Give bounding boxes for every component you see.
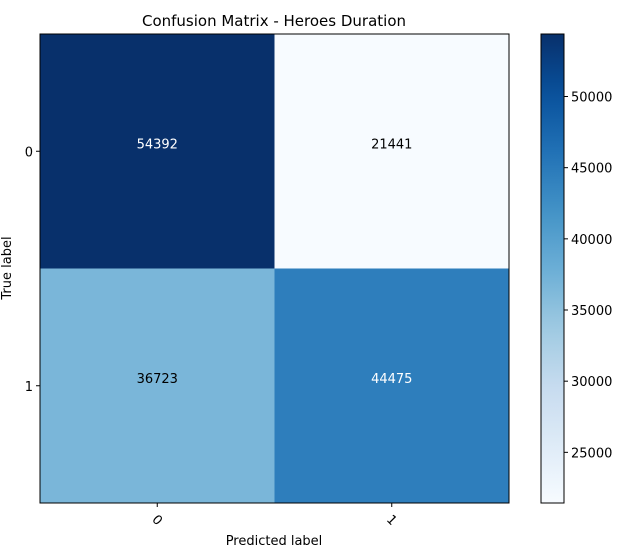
colorbar-tick-label-0: 25000 — [571, 446, 612, 461]
x-axis-label: Predicted label — [226, 534, 323, 549]
colorbar-tick-label-1: 30000 — [571, 375, 612, 390]
heatmap-cell-labels: 54392 21441 36723 44475 — [137, 137, 413, 387]
colorbar-tick-label-3: 40000 — [571, 233, 612, 248]
cell-value-label-1-0: 36723 — [137, 372, 178, 387]
y-axis-label: True label — [0, 236, 15, 300]
x-tick-label-0: 0 — [148, 512, 164, 528]
colorbar-ticks: 25000 30000 35000 40000 45000 50000 — [564, 91, 612, 461]
colorbar-tick-label-2: 35000 — [571, 304, 612, 319]
colorbar-gradient — [540, 33, 565, 504]
heatmap-cells — [40, 34, 509, 503]
heatmap-cell-0-1 — [274, 34, 509, 269]
y-axis-ticks: 01 — [25, 145, 40, 395]
heatmap-cell-1-1 — [274, 268, 509, 503]
heatmap-cell-1-0 — [40, 268, 275, 503]
colorbar: 25000 30000 35000 40000 45000 50000 — [540, 33, 612, 504]
heatmap-cell-0-0 — [40, 34, 275, 269]
cell-value-label-1-1: 44475 — [371, 372, 412, 387]
cell-value-label-0-0: 54392 — [137, 137, 178, 152]
chart-title: Confusion Matrix - Heroes Duration — [142, 12, 406, 30]
colorbar-tick-label-5: 50000 — [571, 91, 612, 106]
cell-value-label-0-1: 21441 — [371, 137, 412, 152]
y-tick-label-1: 1 — [25, 380, 33, 395]
y-tick-label-0: 0 — [25, 145, 33, 160]
plot-frame — [39, 33, 510, 504]
colorbar-tick-label-4: 45000 — [571, 162, 612, 177]
x-tick-label-1: 1 — [383, 512, 399, 528]
